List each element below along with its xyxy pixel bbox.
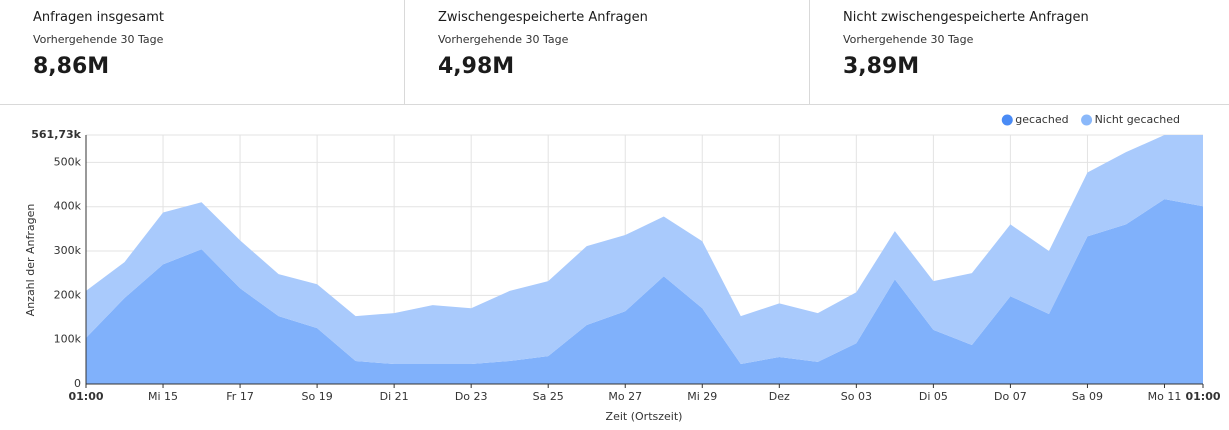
x-tick-label: Sa 25 bbox=[533, 390, 564, 403]
x-tick-label: Mi 29 bbox=[687, 390, 717, 403]
area bbox=[86, 199, 1203, 384]
stat-card: Nicht zwischengespeicherte Anfragen Vorh… bbox=[810, 0, 1229, 104]
legend-label[interactable]: gecached bbox=[1015, 113, 1068, 126]
legend-swatch[interactable] bbox=[1001, 114, 1013, 126]
stat-value: 8,86M bbox=[33, 54, 110, 79]
x-tick-label: Di 21 bbox=[380, 390, 409, 403]
stat-value: 4,98M bbox=[438, 54, 515, 79]
chart: Anzahl der Anfragen Zeit (Ortszeit) 0 100… bbox=[24, 113, 1221, 423]
legend-swatch[interactable] bbox=[1081, 114, 1093, 126]
x-tick-label: Dez bbox=[769, 390, 790, 403]
x-tick-label: Sa 09 bbox=[1072, 390, 1103, 403]
stats-row: Anfragen insgesamt Vorhergehende 30 Tage… bbox=[0, 0, 1229, 105]
x-tick-label: Mo 11 bbox=[1148, 390, 1182, 403]
stat-value: 3,89M bbox=[843, 54, 920, 79]
x-tick-label: So 19 bbox=[301, 390, 332, 403]
x-tick-label: Mo 27 bbox=[608, 390, 642, 403]
x-tick-label: 01:00 bbox=[1185, 390, 1220, 403]
x-tick-label: Fr 17 bbox=[226, 390, 254, 403]
y-axis-title: Anzahl der Anfragen bbox=[24, 204, 37, 317]
stat-card: Zwischengespeicherte Anfragen Vorhergehe… bbox=[405, 0, 810, 104]
stat-title: Anfragen insgesamt bbox=[33, 10, 165, 25]
y-tick-label: 0 bbox=[74, 377, 81, 390]
x-tick-label: Di 05 bbox=[919, 390, 948, 403]
y-tick-label: 561,73k bbox=[31, 128, 81, 141]
stat-subtitle: Vorhergehende 30 Tage bbox=[33, 33, 164, 46]
y-tick-label: 400k bbox=[54, 200, 82, 213]
y-tick-label: 200k bbox=[54, 288, 82, 301]
x-axis-title: Zeit (Ortszeit) bbox=[606, 410, 683, 423]
y-tick-label: 100k bbox=[54, 333, 82, 346]
area bbox=[86, 135, 1203, 365]
x-tick-label: 01:00 bbox=[68, 390, 103, 403]
stat-card: Anfragen insgesamt Vorhergehende 30 Tage… bbox=[0, 0, 405, 104]
stat-subtitle: Vorhergehende 30 Tage bbox=[843, 33, 974, 46]
stat-title: Nicht zwischengespeicherte Anfragen bbox=[843, 10, 1089, 25]
x-tick-label: Mi 15 bbox=[148, 390, 178, 403]
y-tick-label: 300k bbox=[54, 244, 82, 257]
stat-subtitle: Vorhergehende 30 Tage bbox=[438, 33, 569, 46]
x-tick-label: Do 07 bbox=[994, 390, 1027, 403]
x-tick-label: Do 23 bbox=[455, 390, 488, 403]
stat-title: Zwischengespeicherte Anfragen bbox=[438, 10, 648, 25]
legend-label[interactable]: Nicht gecached bbox=[1095, 113, 1180, 126]
x-tick-label: So 03 bbox=[841, 390, 872, 403]
y-tick-label: 500k bbox=[54, 155, 82, 168]
